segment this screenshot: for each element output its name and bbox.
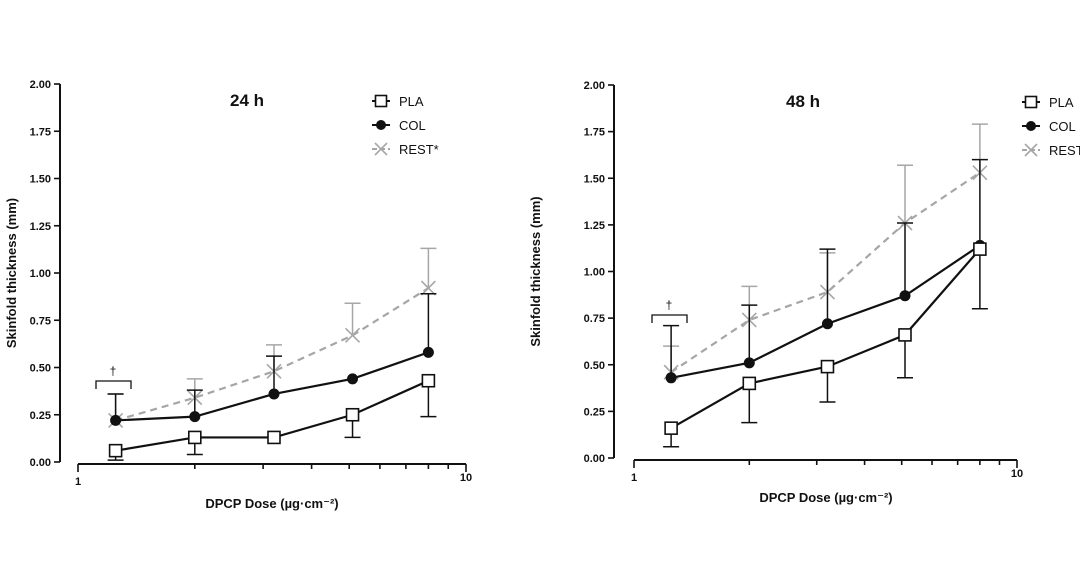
data-point [821, 318, 833, 330]
y-tick-label: 1.25 [30, 221, 51, 233]
panel-title: 48 h [786, 92, 820, 111]
data-point [820, 359, 835, 374]
data-point [344, 327, 361, 343]
data-point [108, 443, 123, 458]
data-point [664, 421, 678, 435]
y-tick-label: 1.75 [30, 126, 51, 138]
significance-bracket [651, 314, 688, 323]
chart-panel-2: 0.00 0.25 0.50 0.75 1.00 1.25 1.50 1.75 2.00 1 10 D… [528, 80, 1080, 505]
y-tick-label: 1.50 [30, 174, 51, 186]
y-tick-label: 2.00 [584, 80, 605, 92]
y-axis-title: Skinfold thickness (mm) [528, 196, 543, 346]
data-point [899, 290, 911, 302]
data-point [742, 376, 757, 391]
x-tick-label: 10 [1011, 468, 1023, 480]
significance-bracket [95, 380, 132, 389]
x-axis-title: DPCP Dose (µg·cm⁻²) [759, 490, 892, 505]
y-axis-title: Skinfold thickness (mm) [4, 198, 19, 348]
data-point [743, 357, 755, 369]
data-point [665, 372, 677, 384]
legend-marker [1024, 95, 1038, 109]
x-tick-label: 1 [75, 476, 81, 488]
data-point [189, 411, 201, 423]
legend-label: REST [1049, 143, 1080, 158]
data-point [268, 388, 280, 400]
legend-marker [1024, 143, 1038, 157]
data-point [345, 407, 360, 422]
legend-marker [376, 120, 386, 130]
y-tick-label: 1.50 [584, 173, 605, 185]
series-col [663, 158, 988, 384]
series-line [670, 244, 981, 379]
data-point [110, 414, 122, 426]
data-point [973, 242, 987, 256]
series-pla [663, 242, 988, 448]
series-pla [107, 373, 437, 461]
series-rest [663, 123, 988, 380]
data-point [422, 346, 434, 358]
data-point [421, 373, 436, 388]
legend-marker [374, 94, 388, 108]
legend-label: PLA [1049, 95, 1074, 110]
series-rest [107, 247, 437, 428]
y-tick-label: 1.00 [584, 267, 605, 279]
series-line [670, 171, 981, 374]
y-tick-label: 0.75 [30, 315, 51, 327]
series-line [115, 287, 429, 422]
y-tick-label: 0.50 [30, 363, 51, 375]
y-tick-label: 0.50 [584, 360, 605, 372]
data-point [420, 280, 436, 296]
legend-label: COL [1049, 119, 1076, 134]
x-axis-title: DPCP Dose (µg·cm⁻²) [205, 496, 338, 511]
y-tick-label: 0.25 [30, 410, 51, 422]
y-tick-label: 1.00 [30, 268, 51, 280]
data-point [267, 430, 281, 445]
legend-marker [1026, 121, 1036, 131]
legend-label: REST* [399, 142, 439, 157]
chart-panel-1: 0.00 0.25 0.50 0.75 1.00 1.25 1.50 1.75 2.00 1 10 D… [4, 79, 472, 511]
panel-title: 24 h [230, 91, 264, 110]
x-tick-label: 10 [460, 472, 472, 484]
legend-label: COL [399, 118, 426, 133]
x-tick-label: 1 [631, 472, 637, 484]
legend-marker [374, 142, 388, 156]
data-point [187, 430, 202, 445]
y-tick-label: 1.25 [584, 220, 605, 232]
y-tick-label: 0.00 [584, 453, 605, 465]
y-tick-label: 0.00 [30, 457, 51, 469]
y-tick-label: 0.25 [584, 406, 605, 418]
series-col [107, 293, 437, 426]
y-tick-label: 0.75 [584, 313, 605, 325]
significance-dagger: † [110, 364, 117, 378]
significance-dagger: † [666, 298, 673, 312]
legend: PLA COL REST* [372, 94, 439, 157]
legend: PLA COL REST [1022, 95, 1080, 158]
y-tick-label: 1.75 [584, 127, 605, 139]
data-point [898, 328, 912, 342]
series-line [115, 351, 429, 422]
legend-label: PLA [399, 94, 424, 109]
data-point [347, 373, 359, 385]
y-tick-label: 2.00 [30, 79, 51, 91]
